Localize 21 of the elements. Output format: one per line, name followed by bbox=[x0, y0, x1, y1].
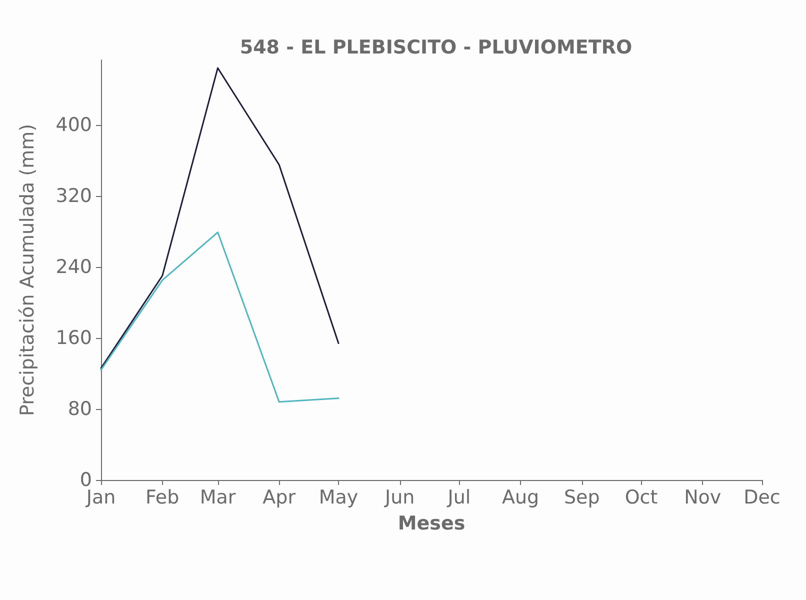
x-axis-title: Meses bbox=[398, 512, 466, 534]
x-tick-label: Jul bbox=[446, 486, 471, 508]
x-tick-label: Dec bbox=[744, 486, 780, 508]
line-series bbox=[100, 67, 340, 369]
y-tick-label: 160 bbox=[56, 326, 92, 349]
chart-title: 548 - EL PLEBISCITO - PLUVIOMETRO bbox=[240, 36, 632, 58]
x-tick-label: Nov bbox=[684, 486, 722, 508]
line-series bbox=[100, 232, 340, 403]
y-axis-title: Precipitación Acumulada (mm) bbox=[16, 124, 38, 416]
y-tick-label: 80 bbox=[68, 398, 92, 420]
y-tick-label: 400 bbox=[56, 114, 92, 136]
x-tick-label: Sep bbox=[564, 486, 600, 508]
x-tick-label: Oct bbox=[624, 486, 658, 508]
x-tick-label: Aug bbox=[502, 486, 540, 508]
x-tick-label: Apr bbox=[262, 486, 296, 508]
x-tick-label: Mar bbox=[200, 486, 236, 508]
y-tick-label: 240 bbox=[56, 256, 92, 278]
y-tick-label: 320 bbox=[56, 184, 92, 207]
x-tick-label: May bbox=[318, 486, 358, 508]
x-tick-label: Feb bbox=[146, 486, 180, 508]
x-tick-label: Jun bbox=[384, 486, 415, 508]
